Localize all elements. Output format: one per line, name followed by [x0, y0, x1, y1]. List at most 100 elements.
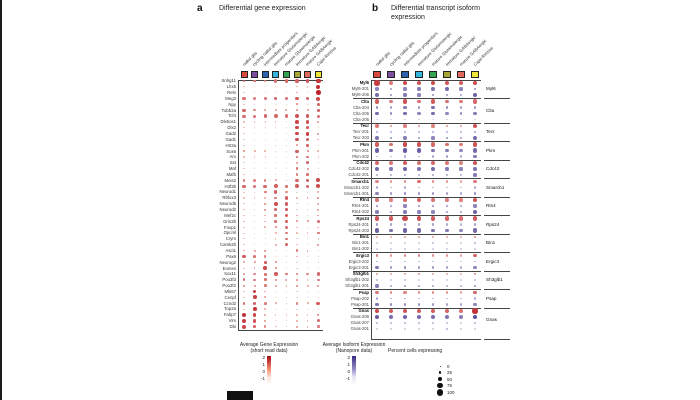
isoform-expression-dot — [473, 265, 477, 270]
gene-label: Top2a — [224, 306, 236, 312]
expression-dot — [285, 190, 288, 194]
expression-dot — [296, 197, 298, 199]
isoform-label: Cdc42-202 — [348, 166, 370, 172]
expression-dot — [317, 255, 319, 258]
expression-dot — [264, 109, 267, 112]
expression-dot — [243, 291, 245, 293]
expression-dot — [306, 284, 309, 287]
expression-dot — [254, 86, 256, 88]
expression-dot — [243, 127, 245, 129]
panel-b-letter: b — [372, 3, 379, 14]
axis-top-b — [371, 80, 481, 81]
expression-dot — [317, 243, 320, 246]
expression-dot — [274, 114, 278, 118]
isoform-expression-dot — [472, 314, 478, 320]
expression-dot — [275, 144, 277, 146]
expression-dot — [306, 255, 309, 258]
gene-group-label: Clta — [486, 107, 495, 113]
expression-dot — [252, 319, 257, 323]
expression-dot — [295, 173, 299, 176]
expression-dot — [317, 308, 319, 310]
isoform-expression-dot — [473, 223, 477, 226]
gene-expression-dot — [445, 99, 449, 104]
isoform-expression-dot — [418, 155, 420, 158]
expression-dot — [254, 209, 256, 211]
expression-dot — [263, 179, 267, 182]
gene-expression-dot — [417, 99, 421, 104]
expression-dot — [243, 308, 245, 310]
isoform-expression-dot — [402, 314, 408, 320]
gene-expression-dot — [417, 161, 421, 165]
isoform-expression-dot — [390, 186, 392, 189]
isoform-expression-dot — [431, 284, 435, 288]
isoform-expression-dot — [417, 204, 421, 208]
expression-dot — [264, 202, 267, 205]
expression-dot — [306, 302, 309, 305]
isoform-expression-dot — [446, 131, 448, 133]
isoform-expression-dot — [473, 87, 477, 91]
gene-expression-dot — [430, 99, 436, 104]
isoform-expression-dot — [375, 136, 379, 140]
expression-dot — [243, 232, 245, 234]
isoform-expression-dot — [430, 314, 436, 320]
expression-dot — [285, 314, 287, 316]
isoform-expression-dot — [459, 106, 463, 109]
isoform-expression-dot — [390, 328, 392, 330]
expression-dot — [295, 249, 299, 252]
isoform-expression-dot — [446, 328, 448, 330]
isoform-expression-dot — [460, 242, 462, 244]
gene-expression-dot — [403, 272, 407, 276]
expression-dot — [317, 138, 319, 141]
expression-dot — [285, 326, 288, 328]
group-separator-rightlabels — [484, 178, 510, 179]
expression-dot — [275, 320, 277, 322]
expression-dot — [284, 213, 289, 218]
expression-dot — [264, 121, 266, 123]
expression-dot — [264, 144, 266, 146]
expression-dot — [306, 272, 309, 276]
isoform-expression-dot — [459, 148, 463, 153]
expression-dot — [264, 220, 267, 223]
expression-dot — [306, 150, 309, 153]
isoform-expression-dot — [445, 155, 449, 158]
expression-dot — [284, 272, 288, 276]
gene-expression-dot — [416, 80, 422, 86]
gene-expression-dot — [445, 124, 449, 128]
expression-dot — [284, 79, 289, 83]
isoform-expression-dot — [445, 284, 449, 288]
isoform-expression-dot — [403, 173, 407, 177]
isoform-expression-dot — [446, 186, 448, 189]
expression-dot — [274, 202, 278, 206]
expression-dot — [275, 92, 277, 94]
gene-expression-dot — [403, 124, 407, 128]
legend-gene-title-text: Average Gene Expression — [239, 342, 299, 348]
isoform-expression-dot — [403, 186, 407, 189]
expression-dot — [296, 320, 298, 322]
expression-dot — [253, 261, 256, 264]
isoform-expression-dot — [403, 223, 407, 226]
isoform-expression-dot — [445, 315, 449, 319]
expression-dot — [264, 296, 267, 299]
gene-expression-dot — [446, 273, 448, 275]
gene-expression-dot — [374, 160, 380, 166]
expression-dot — [285, 156, 287, 158]
isoform-expression-dot — [418, 242, 420, 244]
gene-expression-dot — [473, 272, 477, 276]
isoform-expression-dot — [460, 279, 462, 281]
expression-dot — [285, 92, 287, 94]
gene-label: Ergic3 — [356, 252, 369, 258]
isoform-expression-dot — [460, 174, 462, 176]
expression-dot — [274, 219, 278, 223]
gene-group-label: Psap — [486, 295, 497, 301]
celltype-swatch — [457, 70, 465, 78]
isoform-expression-dot — [403, 192, 407, 195]
isoform-expression-dot — [474, 328, 476, 330]
expression-dot — [316, 219, 320, 223]
gene-label: Neurod2 — [219, 207, 236, 212]
isoform-expression-dot — [403, 105, 407, 110]
expression-dot — [296, 144, 298, 147]
celltype-swatch — [261, 70, 269, 78]
isoform-expression-dot — [418, 260, 420, 263]
expression-dot — [317, 127, 319, 129]
